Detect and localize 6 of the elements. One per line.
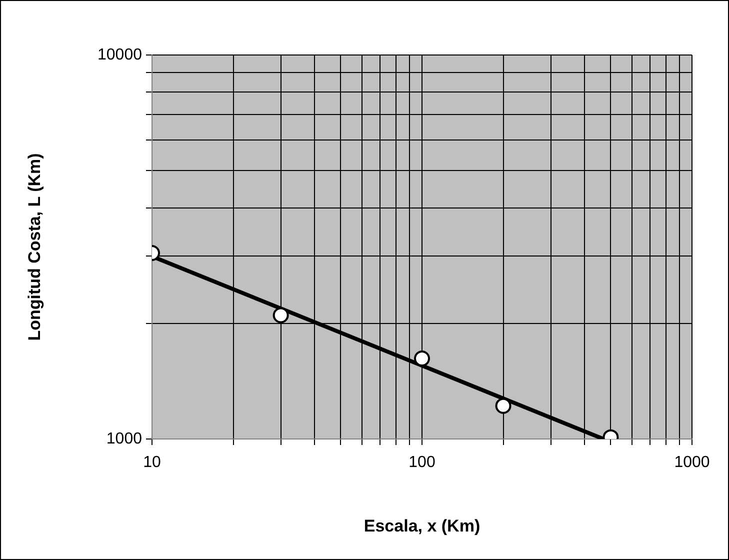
x-tick-label: 100 (408, 454, 436, 472)
x-tick-label: 1000 (674, 454, 710, 472)
y-tick-label: 10000 (98, 46, 142, 64)
x-tick-label: 10 (143, 454, 161, 472)
x-axis-title: Escala, x (Km) (364, 516, 480, 536)
y-axis-title: Longitud Costa, L (Km) (24, 153, 44, 341)
